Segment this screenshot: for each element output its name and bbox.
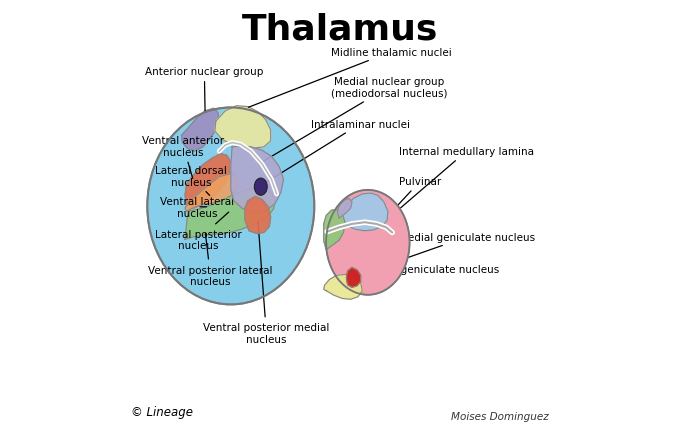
Polygon shape [346, 268, 360, 288]
Text: Anterior nuclear group: Anterior nuclear group [145, 67, 264, 112]
Polygon shape [324, 275, 362, 300]
Ellipse shape [326, 190, 409, 295]
Ellipse shape [148, 108, 314, 305]
Text: Lateral dorsal
nucleus: Lateral dorsal nucleus [155, 166, 227, 196]
Polygon shape [231, 147, 284, 212]
Polygon shape [245, 197, 271, 234]
Text: Internal medullary lamina: Internal medullary lamina [384, 147, 534, 223]
Polygon shape [340, 194, 388, 231]
Text: Ventral posterior lateral
nucleus: Ventral posterior lateral nucleus [148, 234, 273, 286]
Text: Lateral geniculate nucleus: Lateral geniculate nucleus [347, 265, 499, 288]
Polygon shape [185, 188, 275, 240]
Ellipse shape [254, 179, 267, 196]
Text: Intralaminar nuclei: Intralaminar nuclei [264, 120, 410, 184]
Text: © Lineage: © Lineage [131, 405, 193, 418]
Polygon shape [215, 107, 271, 149]
Polygon shape [185, 154, 231, 209]
Text: Medial geniculate nucleus: Medial geniculate nucleus [360, 232, 535, 275]
Polygon shape [324, 210, 345, 250]
Text: Ventral anterior
nucleus: Ventral anterior nucleus [142, 136, 224, 179]
Polygon shape [182, 109, 219, 152]
Polygon shape [337, 199, 352, 218]
Text: Ventral lateral
nucleus: Ventral lateral nucleus [160, 197, 235, 218]
Polygon shape [185, 175, 237, 212]
Text: Midline thalamic nuclei: Midline thalamic nuclei [248, 48, 452, 108]
Text: Pulvinar: Pulvinar [372, 177, 441, 233]
Text: Medial nuclear group
(mediodorsal nucleus): Medial nuclear group (mediodorsal nucleu… [259, 77, 447, 164]
Text: Ventral posterior medial
nucleus: Ventral posterior medial nucleus [203, 222, 330, 344]
Text: Moises Dominguez: Moises Dominguez [452, 411, 549, 421]
Text: Thalamus: Thalamus [242, 12, 438, 46]
Text: Lateral posterior
nucleus: Lateral posterior nucleus [155, 212, 242, 251]
